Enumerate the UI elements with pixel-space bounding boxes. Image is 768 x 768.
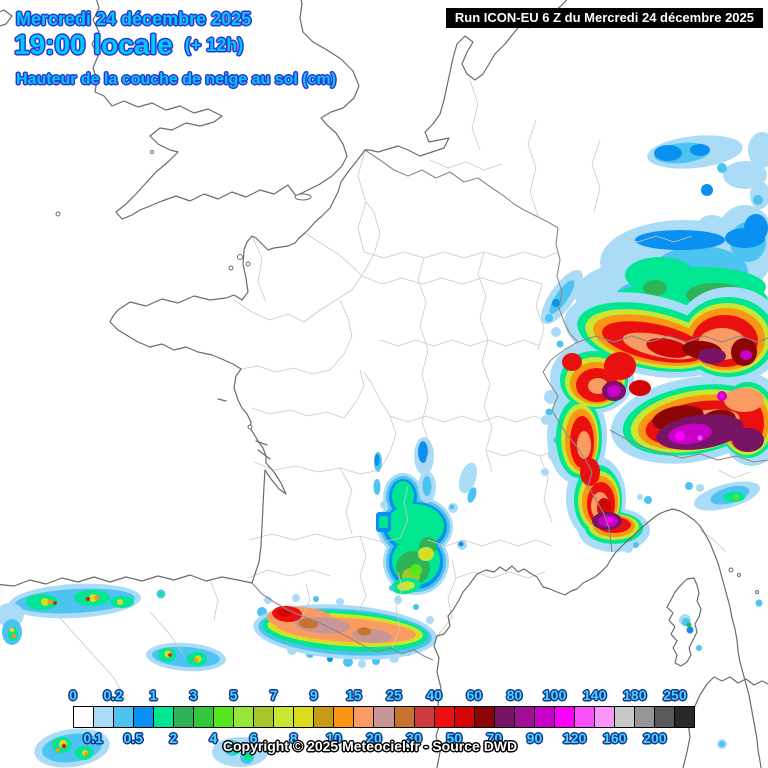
legend-cell bbox=[154, 707, 175, 727]
legend-value: 70 bbox=[486, 730, 503, 746]
legend-cell bbox=[114, 707, 135, 727]
date-label: Mercredi 24 décembre 2025 bbox=[16, 9, 252, 29]
legend-value: 4 bbox=[209, 730, 218, 746]
snow-area-massif-central bbox=[373, 437, 478, 595]
legend-value: 9 bbox=[309, 687, 318, 703]
country-borders bbox=[251, 149, 768, 661]
legend-cell bbox=[594, 707, 615, 727]
parameter-label: Hauteur de la couche de neige au sol (cm… bbox=[16, 71, 337, 88]
forecast-offset: (+ 12h) bbox=[184, 35, 244, 55]
legend-cell bbox=[674, 707, 694, 727]
legend-cell bbox=[654, 707, 675, 727]
legend-cell bbox=[434, 707, 455, 727]
legend-value: 0.1 bbox=[83, 730, 103, 746]
legend-cell bbox=[334, 707, 355, 727]
legend-value: 25 bbox=[386, 687, 402, 703]
legend-value: 0 bbox=[69, 687, 77, 703]
legend-value: 2 bbox=[169, 730, 178, 746]
legend-value: 8 bbox=[289, 730, 298, 746]
legend-cell bbox=[374, 707, 395, 727]
legend-value: 80 bbox=[506, 687, 523, 703]
legend-cell bbox=[394, 707, 415, 727]
legend-cell bbox=[214, 707, 235, 727]
legend-cell bbox=[514, 707, 535, 727]
legend-value: 90 bbox=[526, 730, 543, 746]
legend-value: 30 bbox=[406, 730, 422, 746]
legend-value: 140 bbox=[582, 687, 607, 703]
legend-value: 7 bbox=[269, 687, 278, 703]
legend-value: 20 bbox=[366, 730, 382, 746]
legend-value: 200 bbox=[643, 730, 667, 746]
legend-value: 250 bbox=[663, 687, 687, 703]
legend-value: 0.2 bbox=[103, 687, 123, 703]
legend-cell bbox=[94, 707, 115, 727]
local-time: 19:00 locale bbox=[14, 29, 173, 60]
legend-cell bbox=[194, 707, 215, 727]
legend-cell bbox=[134, 707, 155, 727]
legend-value: 60 bbox=[466, 687, 483, 703]
legend-cell bbox=[414, 707, 435, 727]
legend-cell bbox=[274, 707, 295, 727]
color-scale-bar bbox=[73, 706, 695, 728]
legend-value: 0.5 bbox=[123, 730, 143, 746]
legend-cell bbox=[74, 707, 95, 727]
legend-cell bbox=[294, 707, 315, 727]
legend-value: 5 bbox=[229, 687, 238, 703]
snow-area-spain-mountains bbox=[0, 583, 268, 768]
legend-value: 10 bbox=[326, 730, 342, 746]
legend-cell bbox=[534, 707, 555, 727]
legend-value: 50 bbox=[446, 730, 463, 746]
department-boundaries bbox=[59, 79, 751, 701]
legend-value: 180 bbox=[623, 687, 647, 703]
legend-cell bbox=[634, 707, 655, 727]
snow-area-germany-northeast bbox=[647, 132, 768, 235]
snow-area-apennines-corsica bbox=[637, 481, 763, 749]
legend-cell bbox=[314, 707, 335, 727]
legend-cell bbox=[474, 707, 495, 727]
legend-cell bbox=[454, 707, 475, 727]
legend-cell bbox=[554, 707, 575, 727]
legend-value: 160 bbox=[603, 730, 627, 746]
legend-cell bbox=[494, 707, 515, 727]
snow-area-alps bbox=[541, 287, 768, 553]
legend-value: 40 bbox=[426, 687, 442, 703]
model-run-banner: Run ICON-EU 6 Z du Mercredi 24 décembre … bbox=[445, 8, 763, 28]
snow-area-vosges bbox=[541, 269, 583, 348]
legend-cell bbox=[574, 707, 595, 727]
legend-cell bbox=[254, 707, 275, 727]
legend-value: 6 bbox=[249, 730, 258, 746]
legend-value: 100 bbox=[542, 687, 567, 703]
legend-value: 1 bbox=[149, 687, 158, 703]
legend-cell bbox=[174, 707, 195, 727]
legend-cell bbox=[234, 707, 255, 727]
copyright-label: Copyright © 2025 Meteociel.fr - Source D… bbox=[222, 738, 518, 754]
legend-cell bbox=[354, 707, 375, 727]
legend-value: 3 bbox=[189, 687, 198, 703]
time-label: 19:00 locale (+ 12h) bbox=[14, 29, 243, 61]
snow-area-pyrenees bbox=[253, 577, 437, 668]
legend-value: 120 bbox=[562, 730, 587, 746]
legend-value: 15 bbox=[346, 687, 362, 703]
legend-cell bbox=[614, 707, 635, 727]
